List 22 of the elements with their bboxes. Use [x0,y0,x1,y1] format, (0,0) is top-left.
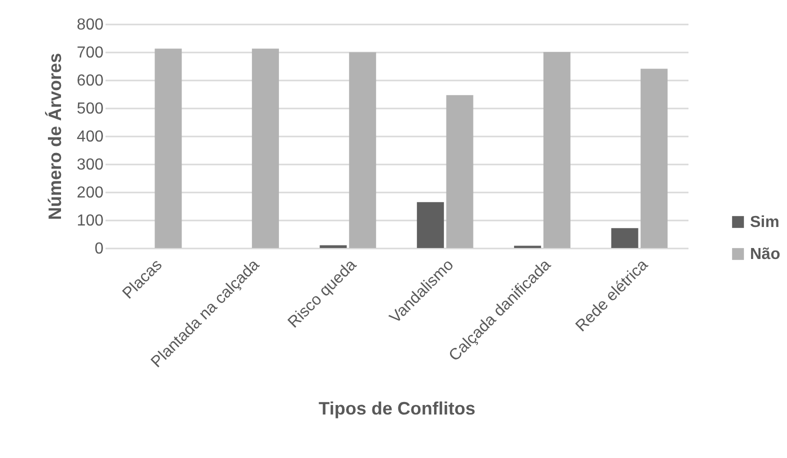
x-axis-title: Tipos de Conflitos [318,398,476,418]
y-tick-label: 800 [76,16,104,34]
bar [543,52,570,248]
y-tick-label: 500 [76,100,104,118]
y-tick-label: 400 [76,128,104,146]
y-axis-title: Número de Árvores [44,52,65,220]
y-tick-label: 700 [76,44,104,62]
bar [154,48,182,248]
legend-label: Sim [750,214,780,231]
bar [349,52,376,248]
y-tick-label: 0 [94,240,104,258]
bar [416,202,444,248]
bar [446,95,474,248]
bar [640,68,668,248]
y-tick-label: 300 [76,156,104,174]
bar [320,245,347,248]
legend-label: Não [750,246,780,263]
bar [611,228,638,248]
y-tick-label: 100 [76,212,104,230]
y-tick-label: 600 [76,72,104,90]
y-tick-label: 200 [76,184,104,202]
bar [252,48,279,248]
